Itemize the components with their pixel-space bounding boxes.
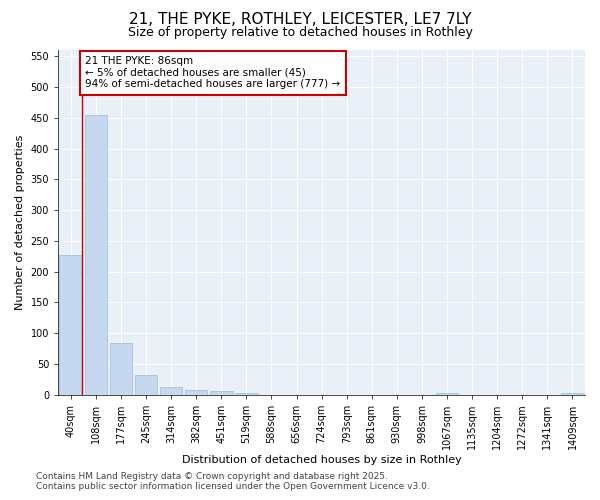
Bar xyxy=(85,116,107,395)
Bar xyxy=(160,388,182,395)
Bar xyxy=(135,375,157,395)
Text: 21 THE PYKE: 86sqm
← 5% of detached houses are smaller (45)
94% of semi-detached: 21 THE PYKE: 86sqm ← 5% of detached hous… xyxy=(85,56,340,90)
Bar xyxy=(235,393,257,395)
Y-axis label: Number of detached properties: Number of detached properties xyxy=(15,134,25,310)
Bar xyxy=(59,255,82,395)
Bar xyxy=(185,390,208,395)
Text: 21, THE PYKE, ROTHLEY, LEICESTER, LE7 7LY: 21, THE PYKE, ROTHLEY, LEICESTER, LE7 7L… xyxy=(129,12,471,28)
Text: Size of property relative to detached houses in Rothley: Size of property relative to detached ho… xyxy=(128,26,472,39)
Bar xyxy=(210,391,233,395)
Text: Contains HM Land Registry data © Crown copyright and database right 2025.
Contai: Contains HM Land Registry data © Crown c… xyxy=(36,472,430,491)
Bar xyxy=(436,393,458,395)
Bar xyxy=(561,393,584,395)
Bar xyxy=(110,343,132,395)
X-axis label: Distribution of detached houses by size in Rothley: Distribution of detached houses by size … xyxy=(182,455,461,465)
